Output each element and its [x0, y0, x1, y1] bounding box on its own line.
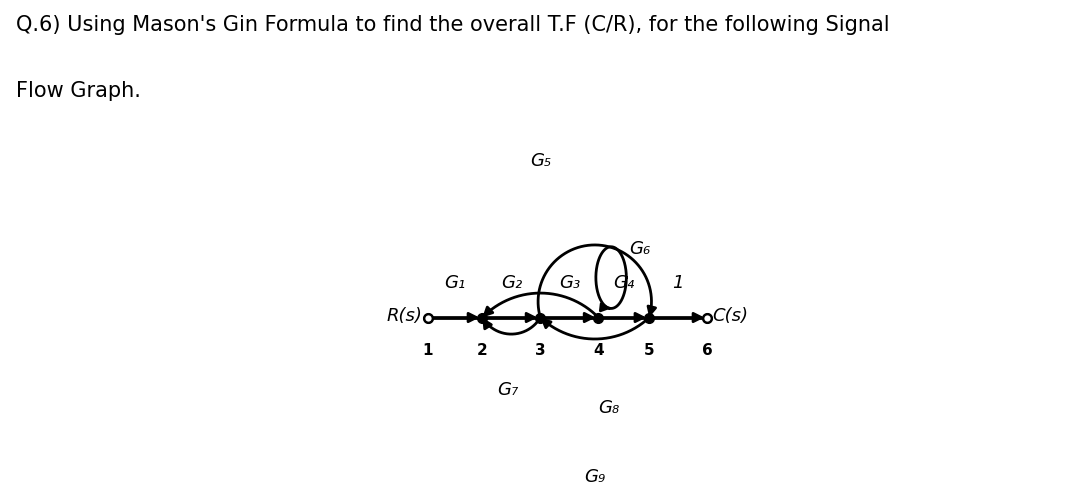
Text: 2: 2: [477, 343, 488, 358]
Text: 1: 1: [672, 274, 684, 292]
Text: C(s): C(s): [712, 307, 749, 325]
Text: G₆: G₆: [629, 239, 651, 258]
Text: G₇: G₇: [497, 381, 518, 399]
Text: G₁: G₁: [444, 274, 466, 292]
Text: 4: 4: [593, 343, 603, 358]
Text: G₅: G₅: [530, 153, 551, 170]
Text: 1: 1: [423, 343, 433, 358]
Text: 3: 3: [535, 343, 546, 358]
Text: 6: 6: [702, 343, 712, 358]
Text: G₈: G₈: [599, 399, 619, 417]
Text: R(s): R(s): [387, 307, 423, 325]
Text: G₃: G₃: [559, 274, 580, 292]
Text: 5: 5: [644, 343, 654, 358]
Text: G₂: G₂: [501, 274, 522, 292]
Text: G₉: G₉: [584, 468, 605, 486]
Text: G₄: G₄: [613, 274, 635, 292]
Text: Flow Graph.: Flow Graph.: [16, 81, 142, 101]
Text: Q.6) Using Mason's Gin Formula to find the overall T.F (C/R), for the following : Q.6) Using Mason's Gin Formula to find t…: [16, 15, 890, 35]
